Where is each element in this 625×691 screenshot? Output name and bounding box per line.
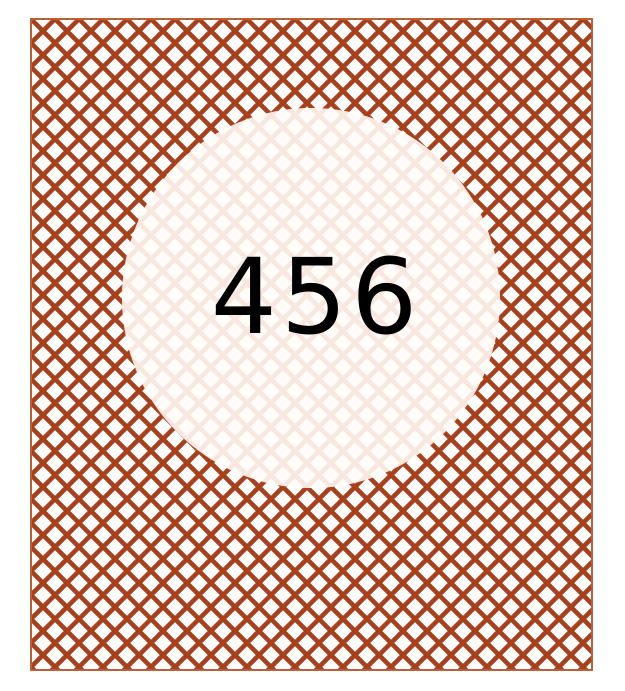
badge-number: 456 xyxy=(211,236,422,358)
panel-border xyxy=(30,18,593,671)
